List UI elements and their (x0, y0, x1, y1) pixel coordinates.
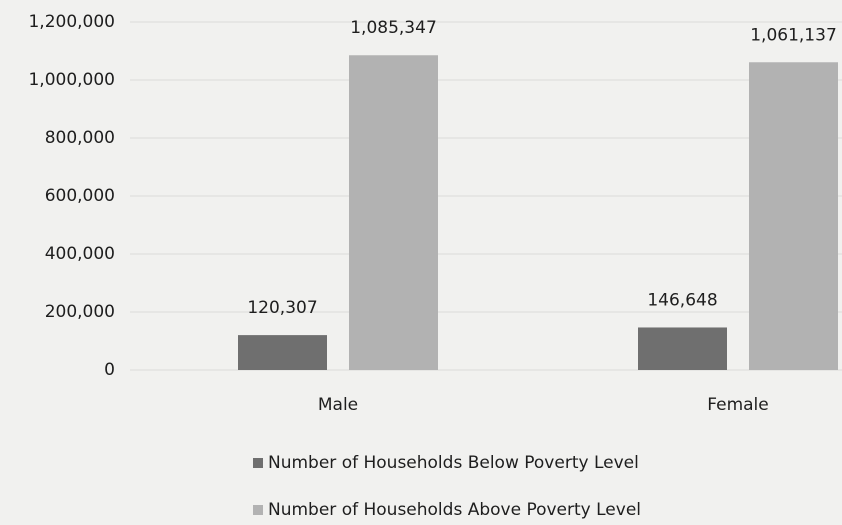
y-tick-label: 0 (104, 360, 115, 380)
value-label: 120,307 (247, 298, 317, 318)
legend-swatch (253, 505, 263, 515)
legend-label: Number of Households Above Poverty Level (268, 500, 641, 520)
value-label: 1,061,137 (750, 25, 837, 45)
value-label: 146,648 (647, 290, 717, 310)
x-tick-label: Male (318, 395, 358, 415)
y-tick-label: 1,200,000 (28, 12, 115, 32)
y-tick-label: 200,000 (45, 302, 115, 322)
bar (638, 327, 727, 370)
value-label: 1,085,347 (350, 18, 437, 38)
bar (238, 335, 327, 370)
y-tick-label: 600,000 (45, 186, 115, 206)
y-tick-label: 400,000 (45, 244, 115, 264)
x-tick-label: Female (707, 395, 768, 415)
bar (349, 55, 438, 371)
bar (749, 62, 838, 371)
y-tick-label: 1,000,000 (28, 70, 115, 90)
legend-swatch (253, 458, 263, 468)
y-tick-label: 800,000 (45, 128, 115, 148)
legend-label: Number of Households Below Poverty Level (268, 453, 639, 473)
